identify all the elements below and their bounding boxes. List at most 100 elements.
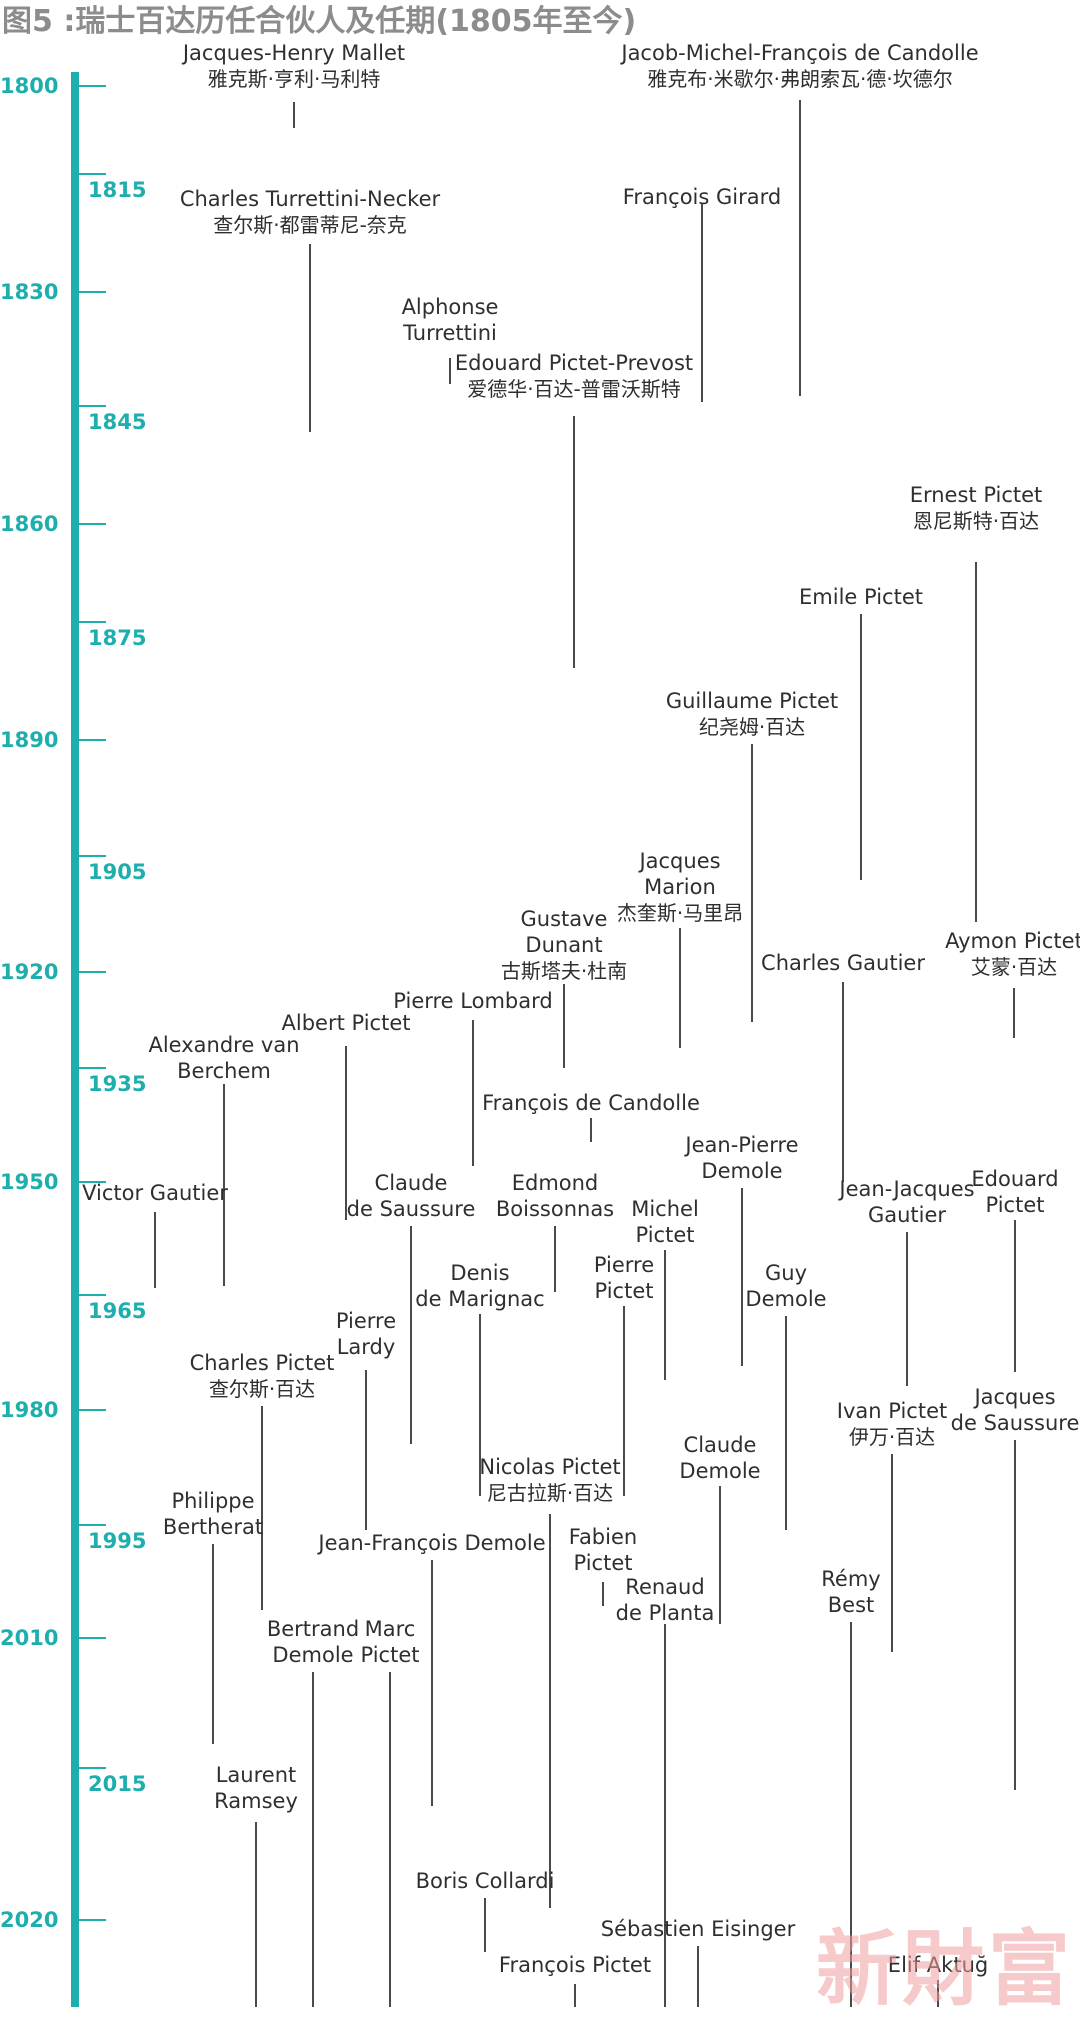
partner-name-en: Jacob-Michel-François de Candolle bbox=[621, 41, 979, 65]
axis-year-label-1920: 1920 bbox=[0, 960, 59, 984]
axis-tick-1875 bbox=[78, 621, 106, 623]
partner-name-en: Ivan Pictet bbox=[836, 1399, 948, 1423]
axis-year-label-1800: 1800 bbox=[0, 74, 59, 98]
tenure-line-edouard-pictet bbox=[1014, 1220, 1016, 1372]
axis-tick-1830 bbox=[78, 291, 106, 293]
partner-name-en: Jean-Jacques bbox=[839, 1177, 975, 1201]
partner-name-en: Boissonnas bbox=[495, 1197, 615, 1221]
page-title: 图5 :瑞士百达历任合伙人及任期(1805年至今) bbox=[2, 4, 637, 39]
partner-label-boris-collardi: Boris Collardi bbox=[416, 1868, 555, 1894]
timeline-axis bbox=[71, 72, 79, 2007]
tenure-line-edouard-pictet-prevost bbox=[573, 416, 575, 668]
tenure-line-claude-demole bbox=[719, 1486, 721, 1624]
partner-label-emile-pictet: Emile Pictet bbox=[799, 584, 923, 610]
tenure-line-emile-pictet bbox=[860, 614, 862, 880]
tenure-line-ernest-pictet bbox=[975, 562, 977, 922]
tenure-line-jean-jacques-gautier bbox=[906, 1232, 908, 1386]
partner-name-en: de Saussure bbox=[346, 1197, 476, 1221]
axis-year-label-1980: 1980 bbox=[0, 1398, 59, 1422]
partner-name-en: Pierre bbox=[335, 1309, 397, 1333]
tenure-line-francois-de-candolle bbox=[590, 1118, 592, 1142]
axis-tick-1890 bbox=[78, 739, 106, 741]
axis-tick-1980 bbox=[78, 1409, 106, 1411]
partner-name-en: Charles Pictet bbox=[189, 1351, 335, 1375]
tenure-line-pierre-pictet bbox=[623, 1306, 625, 1496]
axis-tick-1800 bbox=[78, 85, 106, 87]
tenure-line-charles-turrettini-necker bbox=[309, 244, 311, 432]
partner-label-guy-demole: Guy Demole bbox=[745, 1260, 826, 1312]
tenure-line-jean-pierre-demole bbox=[741, 1188, 743, 1366]
partner-name-zh: 纪尧姆·百达 bbox=[698, 715, 806, 739]
partner-name-zh: 雅克斯·亨利·马利特 bbox=[207, 67, 381, 91]
axis-year-label-1905: 1905 bbox=[88, 860, 147, 884]
axis-year-label-1995: 1995 bbox=[88, 1529, 147, 1553]
partner-name-en: de Saussure bbox=[950, 1411, 1080, 1435]
partner-name-en: Fabien bbox=[568, 1525, 638, 1549]
tenure-line-remy-best bbox=[850, 1622, 852, 2007]
partner-name-en: Charles Turrettini-Necker bbox=[179, 187, 441, 211]
partner-label-sebastien-eisinger: Sébastien Eisinger bbox=[601, 1916, 795, 1942]
partner-name-en: Gautier bbox=[867, 1203, 947, 1227]
partner-name-en: Pictet bbox=[594, 1279, 654, 1303]
tenure-line-elif-aktug bbox=[937, 1980, 939, 2007]
tenure-line-claude-de-saussure bbox=[410, 1226, 412, 1444]
partner-label-jean-francois-demole: Jean-François Demole bbox=[318, 1530, 545, 1556]
partner-name-en: Sébastien Eisinger bbox=[600, 1917, 796, 1941]
partner-name-en: Demole bbox=[679, 1459, 761, 1483]
partner-label-ernest-pictet: Ernest Pictet 恩尼斯特·百达 bbox=[910, 482, 1043, 534]
tenure-line-boris-collardi bbox=[484, 1898, 486, 1952]
partner-label-jean-pierre-demole: Jean-Pierre Demole bbox=[685, 1132, 798, 1184]
axis-year-label-1815: 1815 bbox=[88, 178, 147, 202]
partner-name-en: Albert Pictet bbox=[281, 1011, 411, 1035]
axis-tick-1965 bbox=[78, 1294, 106, 1296]
partner-name-en: de Marignac bbox=[415, 1287, 545, 1311]
axis-year-label-1860: 1860 bbox=[0, 512, 59, 536]
partner-label-aymon-pictet: Aymon Pictet 艾蒙·百达 bbox=[945, 928, 1080, 980]
partner-label-denis-de-marignac: Denis de Marignac bbox=[415, 1260, 544, 1312]
partner-label-elif-aktug: Elif Aktuğ bbox=[888, 1952, 988, 1978]
partner-label-jacques-de-saussure: Jacques de Saussure bbox=[951, 1384, 1080, 1436]
tenure-line-fabien-pictet bbox=[602, 1582, 604, 1606]
partner-name-en: Best bbox=[827, 1593, 875, 1617]
partner-label-jacob-michel-francois-de-candolle: Jacob-Michel-François de Candolle 雅克布·米歇尔… bbox=[621, 40, 978, 92]
tenure-line-pierre-lardy bbox=[365, 1370, 367, 1530]
axis-year-label-1845: 1845 bbox=[88, 410, 147, 434]
partner-name-en: Lardy bbox=[336, 1335, 396, 1359]
axis-year-label-1890: 1890 bbox=[0, 728, 59, 752]
partner-name-zh: 杰奎斯·马里昂 bbox=[616, 901, 744, 925]
partner-label-victor-gautier: Victor Gautier bbox=[82, 1180, 228, 1206]
axis-year-label-1935: 1935 bbox=[88, 1072, 147, 1096]
tenure-line-philippe-bertherat bbox=[212, 1544, 214, 1744]
partner-name-en: Edmond bbox=[511, 1171, 599, 1195]
partner-name-en: Victor Gautier bbox=[82, 1181, 228, 1205]
partner-name-en: Denis bbox=[450, 1261, 510, 1285]
partner-name-en: Marc bbox=[364, 1617, 416, 1641]
partner-name-en: de Planta bbox=[615, 1601, 715, 1625]
partner-name-en: Claude bbox=[374, 1171, 448, 1195]
axis-year-label-1875: 1875 bbox=[88, 626, 147, 650]
axis-tick-1935 bbox=[78, 1067, 106, 1069]
partner-label-guillaume-pictet: Guillaume Pictet 纪尧姆·百达 bbox=[666, 688, 838, 740]
partner-name-en: Philippe bbox=[171, 1489, 255, 1513]
partner-label-jacques-marion: Jacques Marion 杰奎斯·马里昂 bbox=[617, 848, 743, 926]
tenure-line-alphonse-turrettini bbox=[449, 358, 451, 384]
partner-name-en: Alexandre van bbox=[148, 1033, 300, 1057]
tenure-line-jean-francois-demole bbox=[431, 1560, 433, 1806]
tenure-line-sebastien-eisinger bbox=[697, 1946, 699, 2007]
tenure-line-aymon-pictet bbox=[1013, 988, 1015, 1038]
tenure-line-francois-girard bbox=[701, 204, 703, 402]
partner-name-en: Boris Collardi bbox=[415, 1869, 555, 1893]
partner-name-en: Emile Pictet bbox=[799, 585, 923, 609]
partner-label-philippe-bertherat: Philippe Bertherat bbox=[163, 1488, 263, 1540]
partner-name-zh: 雅克布·米歇尔·弗朗索瓦·德·坎德尔 bbox=[647, 67, 953, 91]
axis-tick-1860 bbox=[78, 523, 106, 525]
axis-year-label-1830: 1830 bbox=[0, 280, 59, 304]
axis-year-label-1965: 1965 bbox=[88, 1299, 147, 1323]
tenure-line-jacob-michel-francois-de-candolle bbox=[799, 100, 801, 396]
partner-label-fabien-pictet: Fabien Pictet bbox=[569, 1524, 637, 1576]
partner-label-pierre-lardy: Pierre Lardy bbox=[336, 1308, 396, 1360]
partner-label-charles-turrettini-necker: Charles Turrettini-Necker 查尔斯·都雷蒂尼-奈克 bbox=[180, 186, 440, 238]
partner-name-en: Pierre bbox=[593, 1253, 655, 1277]
partner-name-en: Pictet bbox=[985, 1193, 1045, 1217]
